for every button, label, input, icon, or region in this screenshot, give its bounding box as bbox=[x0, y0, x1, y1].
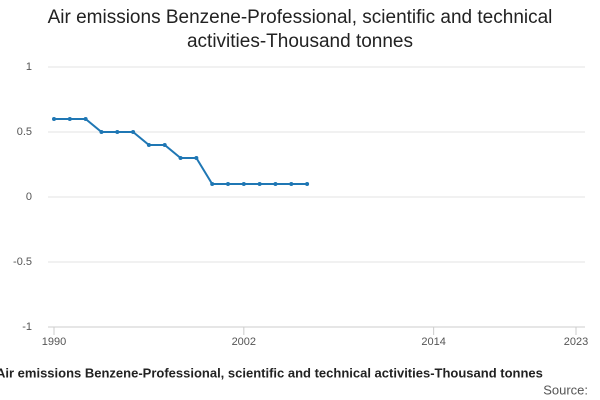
data-point bbox=[210, 182, 215, 186]
data-point bbox=[241, 182, 246, 186]
x-tick-label: 2014 bbox=[421, 336, 445, 348]
data-point bbox=[67, 117, 72, 121]
data-point bbox=[289, 182, 294, 186]
data-point bbox=[226, 182, 230, 186]
line-series bbox=[54, 118, 308, 185]
data-point bbox=[83, 117, 88, 121]
y-tick-label: 0.5 bbox=[17, 126, 32, 138]
data-point bbox=[305, 182, 310, 186]
data-point bbox=[131, 130, 136, 134]
chart-title: Air emissions Benzene-Professional, scie… bbox=[47, 7, 553, 52]
data-point bbox=[178, 156, 183, 160]
y-tick-label: 0 bbox=[26, 191, 32, 203]
source: Source: bbox=[543, 382, 588, 397]
x-axis-label: Air emissions Benzene-Professional, scie… bbox=[0, 365, 543, 380]
x-tick-label: 2002 bbox=[232, 336, 256, 348]
y-tick-label: 1 bbox=[26, 61, 32, 73]
y-tick-label: -1 bbox=[22, 321, 32, 333]
x-tick-label: 1990 bbox=[42, 336, 66, 348]
data-point bbox=[115, 130, 120, 134]
data-point bbox=[273, 182, 278, 186]
data-point bbox=[146, 143, 151, 147]
data-point bbox=[162, 143, 167, 147]
y-tick-label: -0.5 bbox=[13, 256, 32, 268]
data-point bbox=[257, 182, 262, 186]
x-tick-label: 2023 bbox=[564, 336, 588, 348]
data-point bbox=[99, 130, 104, 134]
data-point bbox=[52, 117, 56, 121]
data-point bbox=[194, 156, 199, 160]
